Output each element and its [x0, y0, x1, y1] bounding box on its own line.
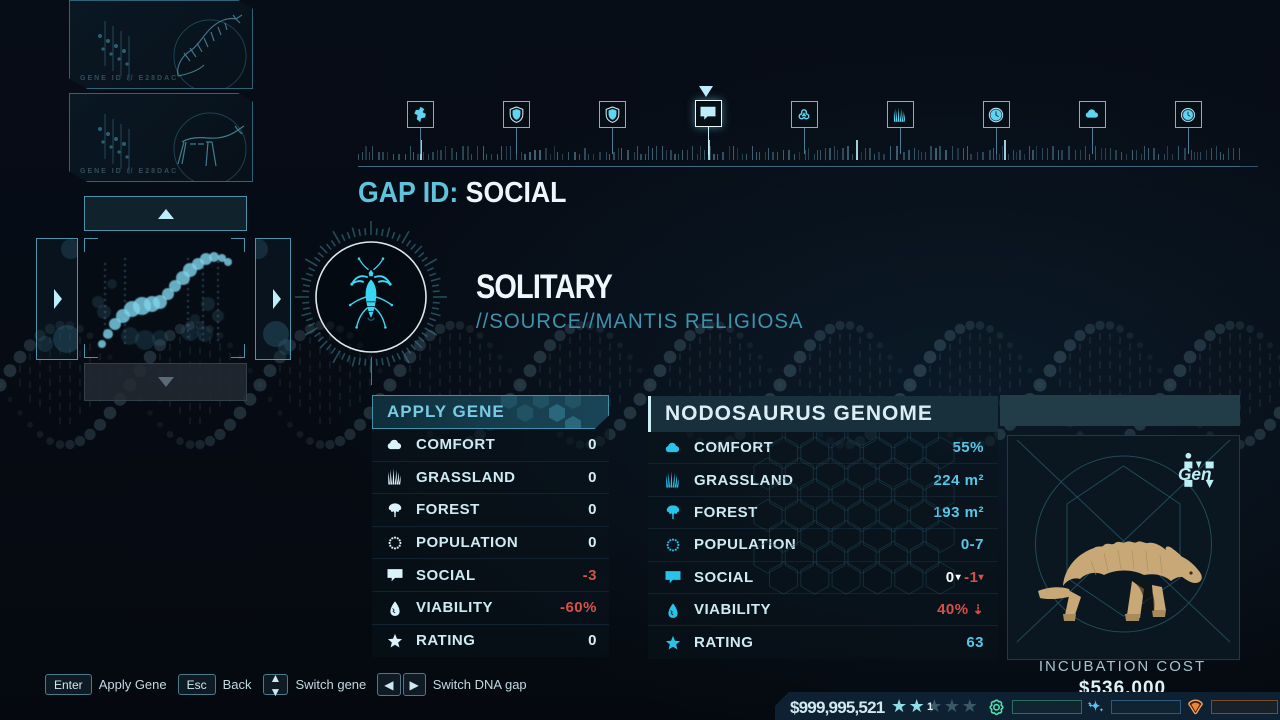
svg-text:Gen: Gen: [1178, 464, 1212, 484]
